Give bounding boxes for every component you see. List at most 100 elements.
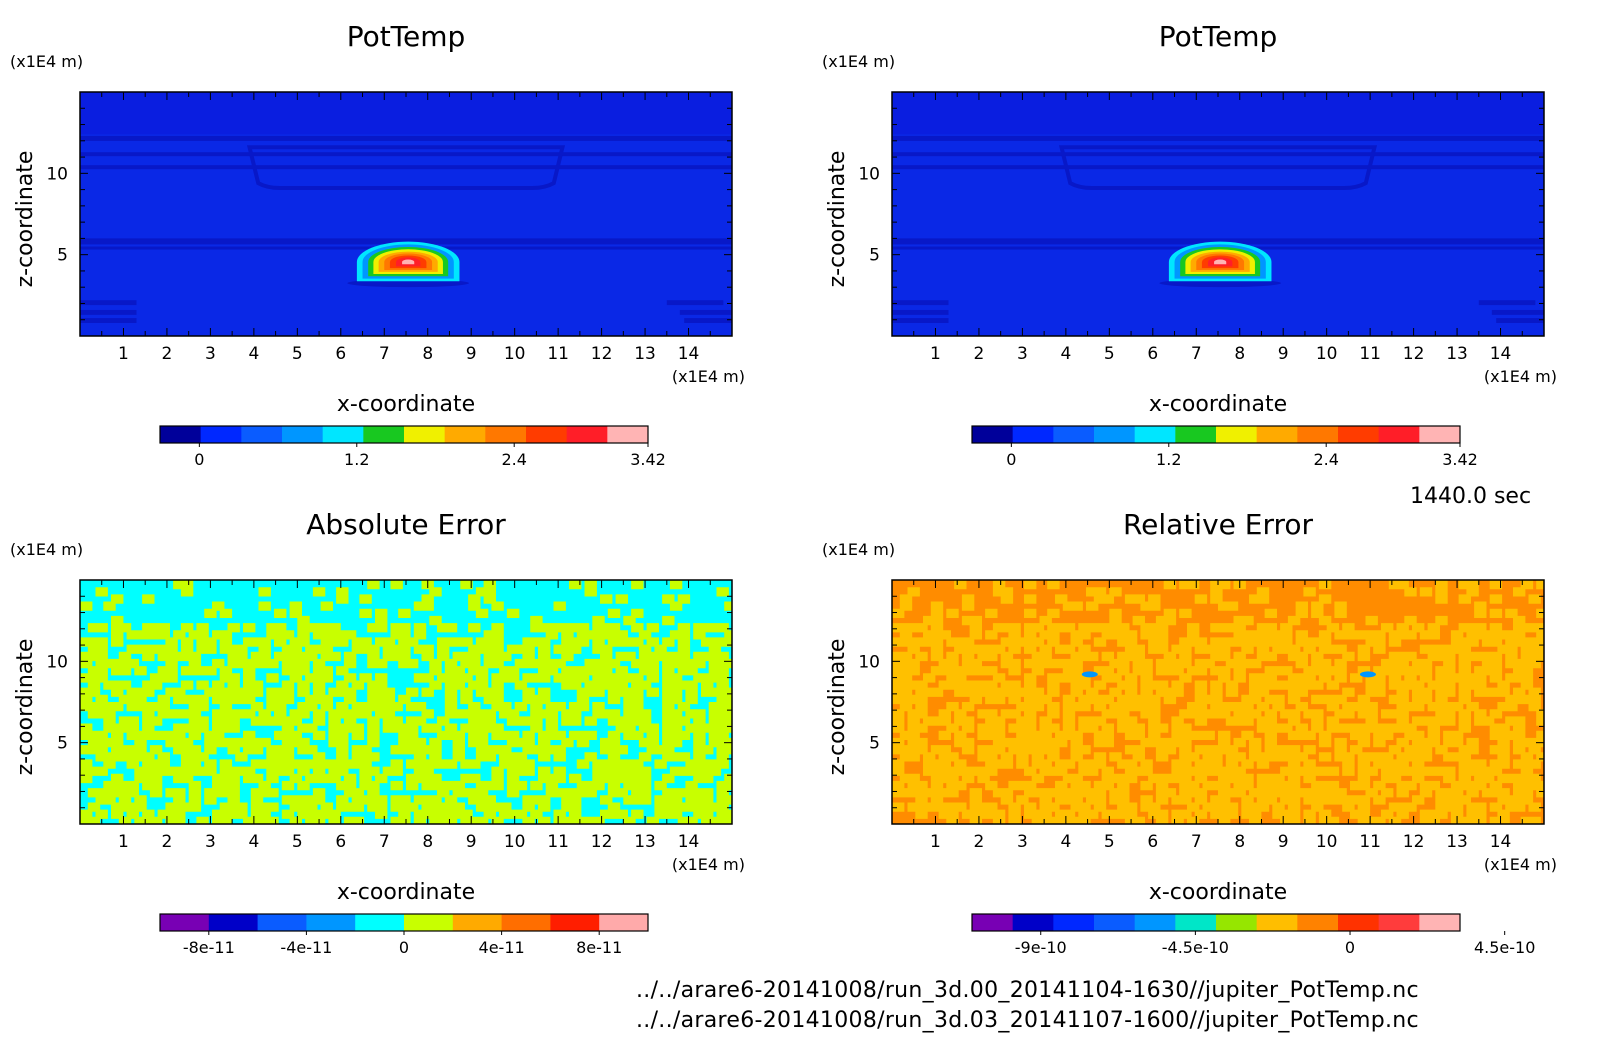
field-band [892,165,1544,170]
x-tick-label: 7 [1191,832,1202,852]
colorbar-tick-label: 2.4 [1313,450,1338,469]
field-spot [1359,671,1376,678]
x-tick-label: 9 [1278,344,1289,364]
field-contour [246,145,566,190]
colorbar-swatch [404,914,454,931]
y-unit-label: (x1E4 m) [822,52,895,71]
x-tick-label: 11 [1359,832,1381,852]
field-spot [1081,671,1098,678]
x-tick-label: 1 [118,344,129,364]
colorbar-tick-label: -4e-11 [280,938,332,957]
y-axis-label: z-coordinate [825,639,850,776]
chart-panel: PotTemp(x1E4 m)1 2 3 4 5 6 7 8 9 10 11 12 13 14510(x1… [10,20,745,469]
colorbar-swatch [1175,914,1217,931]
x-tick-label: 4 [1060,344,1071,364]
x-tick-label: 2 [974,832,985,852]
colorbar-tick-label: -8e-11 [183,938,235,957]
field-streak [1491,309,1544,315]
colorbar-swatch [160,914,210,931]
x-axis-label: x-coordinate [337,392,475,417]
x-tick-label: 3 [1017,344,1028,364]
colorbar-swatch [1216,426,1258,443]
chart-title: Relative Error [1123,508,1314,541]
field-band [80,238,732,245]
colorbar-swatch [355,914,405,931]
x-tick-label: 6 [1147,832,1158,852]
x-tick-label: 4 [1060,832,1071,852]
x-tick-label: 13 [1446,344,1468,364]
field-streak [1478,300,1536,306]
y-tick-label: 10 [46,652,68,672]
field-band [80,152,732,157]
x-tick-label: 2 [974,344,985,364]
file-path-2: ../../arare6-20141008/run_3d.03_20141107… [636,1008,1419,1033]
file-path-1: ../../arare6-20141008/run_3d.00_20141104… [636,978,1419,1003]
field-streak [666,300,724,306]
colorbar-swatch [1378,914,1420,931]
colorbar-tick-label: 4e-11 [479,938,525,957]
colorbar-swatch [1134,914,1176,931]
colorbar-swatch [501,914,551,931]
colorbar-swatch [1378,426,1420,443]
colorbar-swatch [972,914,1014,931]
x-tick-label: 11 [547,832,569,852]
x-tick-label: 9 [466,344,477,364]
field-band [892,152,1544,157]
noise-patches [80,580,732,824]
y-tick-label: 10 [46,164,68,184]
x-tick-label: 5 [292,344,303,364]
colorbar-swatch [257,914,307,931]
y-unit-label: (x1E4 m) [822,540,895,559]
time-label: 1440.0 sec [1410,484,1532,509]
x-tick-label: 9 [466,832,477,852]
colorbar-frame [159,425,649,444]
colorbar-swatch [1338,914,1380,931]
x-tick-label: 11 [1359,344,1381,364]
x-tick-label: 12 [1403,344,1425,364]
colorbar-swatch [1094,914,1136,931]
x-tick-label: 2 [162,832,173,852]
x-unit-label: (x1E4 m) [1484,367,1557,386]
colorbar-swatch [282,426,324,443]
colorbar-swatch [452,914,503,931]
field-streak [80,300,137,306]
colorbar-tick-label: 3.42 [1442,450,1478,469]
colorbar-tick-label: 0 [1345,938,1355,957]
colorbar-swatch [1216,914,1258,931]
bubble-contour [402,259,415,265]
colorbar-swatch [1175,426,1217,443]
heatmap-field [892,92,1544,336]
chart-title: PotTemp [1159,20,1278,53]
y-tick-label: 10 [858,164,880,184]
colorbar-frame [971,913,1461,932]
chart-title: Absolute Error [306,508,506,541]
colorbar-swatch [1256,914,1298,931]
colorbar-swatch [1012,426,1054,443]
field-streak [892,300,949,306]
y-axis-label: z-coordinate [13,639,38,776]
field-streak [684,318,732,323]
chart-panel: PotTemp(x1E4 m)1 2 3 4 5 6 7 8 9 10 11 12 13 14510(x1… [822,20,1557,469]
x-tick-label: 6 [335,344,346,364]
colorbar-swatch [1134,426,1176,443]
colorbar-swatch [1297,426,1339,443]
x-tick-label: 6 [1147,344,1158,364]
x-tick-label: 12 [1403,832,1425,852]
x-tick-label: 5 [292,832,303,852]
colorbar-swatch [485,426,527,443]
x-tick-label: 8 [1234,344,1245,364]
field-band [80,92,732,135]
x-tick-label: 3 [1017,832,1028,852]
colorbar-swatch [404,426,446,443]
field-contour [1058,145,1378,190]
x-tick-label: 4 [248,344,259,364]
chart-panel: Absolute Error(x1E4 m)1 2 3 4 5 6 7 8 9 10 11 12 13 1… [10,508,745,957]
x-tick-label: 14 [1490,344,1512,364]
x-tick-label: 2 [162,344,173,364]
x-tick-label: 8 [1234,832,1245,852]
colorbar-swatch [566,426,608,443]
field-band [892,135,1544,141]
x-tick-label: 11 [547,344,569,364]
colorbar-tick-label: 1.2 [1156,450,1181,469]
x-tick-label: 6 [335,832,346,852]
